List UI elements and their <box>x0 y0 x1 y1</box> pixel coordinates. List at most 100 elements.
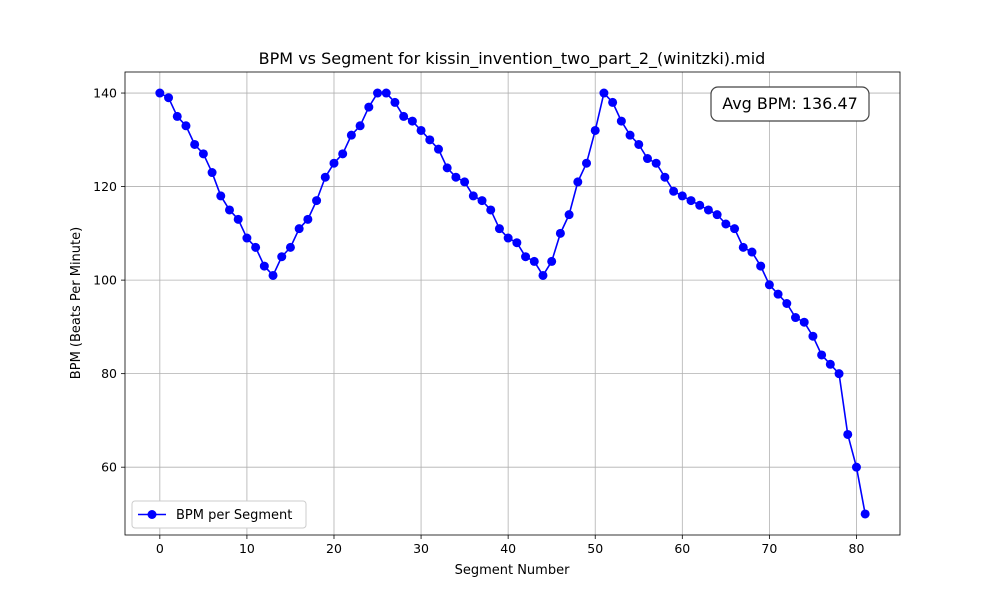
data-point <box>468 191 478 201</box>
data-point <box>198 149 208 159</box>
data-point <box>251 242 261 252</box>
x-tick-label: 0 <box>156 541 164 556</box>
data-point <box>817 350 827 360</box>
data-point <box>521 252 531 262</box>
plot-frame <box>124 71 901 536</box>
data-point <box>808 331 818 341</box>
data-point <box>747 247 757 257</box>
data-point <box>277 252 287 262</box>
x-tick-label: 20 <box>326 541 342 556</box>
data-point <box>181 121 191 131</box>
data-point <box>538 270 548 280</box>
data-point <box>259 261 269 271</box>
data-point <box>634 139 644 149</box>
x-tick-label: 30 <box>413 541 429 556</box>
data-point <box>651 158 661 168</box>
data-point <box>738 242 748 252</box>
data-point <box>338 149 348 159</box>
data-point <box>477 196 487 206</box>
data-point <box>686 196 696 206</box>
data-point <box>346 130 356 140</box>
data-point <box>399 111 409 121</box>
data-point <box>547 256 557 266</box>
data-point <box>486 205 496 215</box>
data-point <box>224 205 234 215</box>
data-point <box>564 210 574 220</box>
y-tick-label: 60 <box>101 460 117 475</box>
data-point <box>355 121 365 131</box>
data-point <box>582 158 592 168</box>
data-point <box>216 191 226 201</box>
data-point <box>616 116 626 126</box>
data-point <box>268 270 278 280</box>
y-axis-ticks: 60 80 100 120 140 <box>93 86 125 475</box>
data-point <box>555 228 565 238</box>
data-point <box>791 313 801 323</box>
data-point <box>529 256 539 266</box>
data-point <box>860 509 870 519</box>
data-point <box>703 205 713 215</box>
x-axis-label: Segment Number <box>455 563 571 578</box>
data-point <box>320 172 330 182</box>
data-point <box>642 154 652 164</box>
data-point <box>799 317 809 327</box>
data-point <box>851 462 861 472</box>
x-tick-label: 10 <box>239 541 255 556</box>
series-line <box>159 92 866 515</box>
data-point <box>242 233 252 243</box>
y-axis-label: BPM (Beats Per Minute) <box>69 227 84 379</box>
x-tick-label: 40 <box>500 541 516 556</box>
x-axis-ticks: 0 10 20 30 40 50 60 70 80 <box>156 535 865 556</box>
data-point <box>190 139 200 149</box>
data-point <box>364 102 374 112</box>
x-tick-label: 50 <box>587 541 603 556</box>
data-point <box>695 200 705 210</box>
legend: BPM per Segment <box>131 500 307 529</box>
data-point <box>764 280 774 290</box>
data-point <box>608 97 618 107</box>
legend-box <box>131 500 307 529</box>
data-point <box>460 177 470 187</box>
data-point <box>512 238 522 248</box>
data-point <box>407 116 417 126</box>
data-point <box>677 191 687 201</box>
data-point <box>172 111 182 121</box>
data-point <box>390 97 400 107</box>
data-point <box>433 144 443 154</box>
annotation-box <box>710 86 870 122</box>
data-point <box>442 163 452 173</box>
y-tick-label: 140 <box>93 86 117 101</box>
data-point <box>756 261 766 271</box>
x-tick-label: 60 <box>674 541 690 556</box>
data-point <box>494 224 504 234</box>
data-point <box>381 88 391 98</box>
data-point <box>721 219 731 229</box>
data-point <box>312 196 322 206</box>
data-point <box>669 186 679 196</box>
data-point <box>451 172 461 182</box>
series-layer <box>155 88 870 519</box>
data-point <box>329 158 339 168</box>
data-point <box>416 125 426 135</box>
data-point <box>425 135 435 145</box>
data-point <box>834 369 844 379</box>
data-point <box>782 299 792 308</box>
data-point <box>164 93 174 103</box>
data-point <box>660 172 670 182</box>
average-annotation: Avg BPM: 136.47 <box>710 86 870 122</box>
legend-marker-swatch <box>147 510 157 519</box>
average-bpm-text: Avg BPM: 136.47 <box>722 94 858 113</box>
legend-label: BPM per Segment <box>176 508 292 523</box>
data-point <box>503 233 513 243</box>
data-point <box>773 289 783 299</box>
data-point <box>303 214 313 224</box>
data-point <box>590 125 600 135</box>
data-point <box>573 177 583 187</box>
chart-title: BPM vs Segment for kissin_invention_two_… <box>259 49 766 69</box>
x-tick-label: 80 <box>849 541 865 556</box>
data-point <box>294 224 304 234</box>
data-point <box>825 359 835 369</box>
data-point <box>599 88 609 98</box>
data-point <box>843 429 853 439</box>
